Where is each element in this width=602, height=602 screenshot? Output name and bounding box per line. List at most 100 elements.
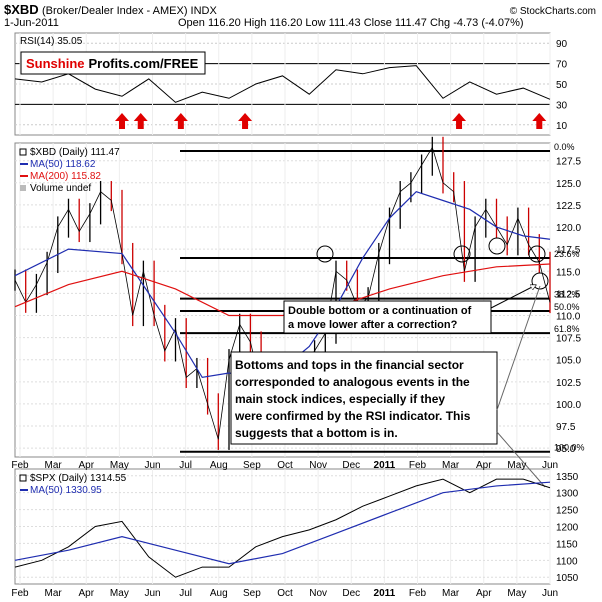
price-tick-label: 107.5 bbox=[556, 334, 581, 345]
highlight-circle bbox=[316, 245, 334, 263]
fibonacci-label: 61.8% bbox=[554, 324, 580, 334]
annotation-line: main stock indices, especially if they bbox=[235, 392, 445, 406]
highlight-circle bbox=[531, 272, 549, 290]
x-axis-label: Jun bbox=[144, 588, 160, 599]
rsi-line bbox=[14, 65, 551, 103]
price-tick-label: 95.0 bbox=[556, 444, 576, 455]
legend-xbd: $XBD (Daily) 111.47 bbox=[30, 147, 120, 158]
rsi-arrow-icon bbox=[452, 113, 467, 129]
price-tick-label: 125.0 bbox=[556, 179, 581, 190]
chart-date: 1-Jun-2011 bbox=[4, 17, 59, 29]
x-axis-label: Feb bbox=[409, 588, 427, 599]
annotation-box-double-bottom bbox=[283, 300, 492, 334]
x-axis-label: Oct bbox=[277, 588, 293, 599]
spx-tick-labels: 1350 1300 1250 1200 1150 1100 1050 bbox=[556, 472, 579, 584]
price-tick-label: 110.0 bbox=[556, 311, 581, 322]
x-axis-label: Aug bbox=[210, 588, 228, 599]
fibonacci-label: 0.0% bbox=[554, 142, 575, 152]
x-axis-label: Aug bbox=[210, 460, 228, 471]
price-tick-label: 100.0 bbox=[556, 400, 581, 411]
spx-grid bbox=[15, 469, 551, 584]
spx-tick-label: 1050 bbox=[556, 573, 579, 584]
callout-line bbox=[496, 431, 546, 488]
spx-tick-label: 1350 bbox=[556, 472, 579, 483]
x-axis-label: Sep bbox=[243, 588, 261, 599]
annotation-line: corresponded to analogous events in the bbox=[235, 375, 470, 389]
x-axis-label: Mar bbox=[45, 588, 63, 599]
legend-volume: Volume undef bbox=[30, 183, 91, 194]
spx-tick-label: 1100 bbox=[556, 556, 578, 567]
x-axis-label: May bbox=[507, 588, 526, 599]
logo-text: Sunshine Profits.com/FREE bbox=[26, 56, 199, 71]
x-axis-label: Apr bbox=[476, 588, 492, 599]
annotation-arrow bbox=[490, 285, 536, 309]
annotation-line: a move lower after a correction? bbox=[288, 319, 458, 331]
rsi-arrows bbox=[115, 113, 547, 129]
x-axis-label: Dec bbox=[342, 460, 360, 471]
price-tick-label: 117.5 bbox=[556, 245, 581, 256]
rsi-series bbox=[14, 65, 551, 103]
spx-legend: $SPX (Daily) 1314.55 MA(50) 1330.95 bbox=[19, 473, 127, 496]
price-tick-label: 115.0 bbox=[556, 267, 581, 278]
spx-series bbox=[14, 478, 551, 578]
annotation-box-bottoms-tops bbox=[230, 351, 498, 445]
legend-ma50: MA(50) 118.62 bbox=[30, 159, 96, 170]
x-axis-label: Nov bbox=[309, 460, 327, 471]
fibonacci-label: 50.0% bbox=[554, 302, 580, 312]
annotation-line: Double bottom or a continuation of bbox=[288, 305, 472, 317]
x-axis-label: Jul bbox=[179, 588, 192, 599]
highlight-circle bbox=[528, 245, 546, 263]
highlight-circle bbox=[488, 237, 506, 255]
rsi-label: RSI(14) 35.05 bbox=[20, 36, 83, 47]
x-axis-label: Sep bbox=[243, 460, 261, 471]
price-tick-labels: 127.5 125.0 122.5 120.0 117.5 115.0 112.5 110.0… bbox=[556, 157, 581, 455]
rsi-tick-label: 90 bbox=[556, 39, 568, 50]
price-tick-label: 122.5 bbox=[556, 201, 581, 212]
x-axis-label: Jul bbox=[179, 460, 192, 471]
annotation-line: were confirmed by the RSI indicator. Thi… bbox=[234, 409, 471, 423]
x-axis-label: Feb bbox=[409, 460, 427, 471]
x-axis-labels-spx: Feb Mar Apr May Jun Jul Aug Sep Oct Nov Dec 2011 Feb… bbox=[11, 588, 558, 599]
x-axis-label: Jun bbox=[542, 588, 558, 599]
x-axis-label: May bbox=[507, 460, 526, 471]
highlight-circle bbox=[453, 245, 471, 263]
x-axis-label: 2011 bbox=[374, 460, 396, 471]
fibonacci-labels: 0.0% 23.6% 38.2% 50.0% 61.8% 100.0% bbox=[554, 142, 585, 453]
highlight-circles bbox=[316, 237, 549, 290]
rsi-tick-label: 30 bbox=[556, 100, 568, 111]
rsi-arrow-icon bbox=[238, 113, 253, 129]
x-axis-label: Mar bbox=[45, 460, 63, 471]
price-tick-label: 105.0 bbox=[556, 356, 581, 367]
x-axis-label: Apr bbox=[476, 460, 492, 471]
x-axis-label: Jun bbox=[542, 460, 558, 471]
callout-line bbox=[496, 285, 541, 411]
legend-spx-ma50: MA(50) 1330.95 bbox=[30, 485, 102, 496]
legend-spx: $SPX (Daily) 1314.55 bbox=[30, 473, 127, 484]
ohlc-readout: Open 116.20 High 116.20 Low 111.43 Close… bbox=[178, 17, 524, 29]
rsi-arrow-icon bbox=[173, 113, 188, 129]
spx-tick-label: 1250 bbox=[556, 506, 579, 517]
rsi-tick-labels: 90 70 50 30 10 bbox=[556, 39, 568, 132]
fibonacci-label: 38.2% bbox=[554, 290, 580, 300]
spx-ma50-line bbox=[14, 481, 551, 565]
legend-ma200: MA(200) 115.82 bbox=[30, 171, 101, 182]
annotation-line: suggests that a bottom is in. bbox=[235, 426, 398, 440]
x-axis-label: Mar bbox=[442, 460, 460, 471]
rsi-arrow-icon bbox=[133, 113, 148, 129]
ticker-symbol: $XBD bbox=[4, 2, 39, 17]
price-tick-label: 102.5 bbox=[556, 378, 581, 389]
spx-line bbox=[14, 478, 551, 578]
spx-tick-label: 1300 bbox=[556, 489, 579, 500]
spx-tick-label: 1150 bbox=[556, 539, 578, 550]
x-axis-label: May bbox=[110, 460, 129, 471]
fibonacci-label: 100.0% bbox=[554, 443, 585, 453]
x-axis-label: Nov bbox=[309, 588, 327, 599]
x-axis-label: May bbox=[110, 588, 129, 599]
rsi-tick-label: 10 bbox=[556, 121, 568, 132]
price-tick-label: 120.0 bbox=[556, 223, 581, 234]
spx-tick-label: 1200 bbox=[556, 523, 579, 534]
x-axis-label: Jun bbox=[144, 460, 160, 471]
x-axis-label: Oct bbox=[277, 460, 293, 471]
rsi-tick-label: 70 bbox=[556, 60, 568, 71]
